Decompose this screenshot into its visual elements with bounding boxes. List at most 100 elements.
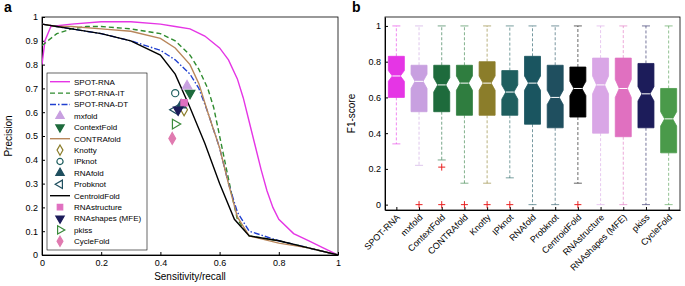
whisker-cap [438,159,446,160]
tick-mark [42,17,45,18]
whisker [396,97,397,143]
whisker [464,26,465,65]
legend-symbol [50,138,70,139]
legend-entry: RNAstructure [57,203,122,212]
box-group [661,26,677,205]
plot-area [388,26,676,208]
legend-entry: pkiss [58,226,93,235]
whisker [487,115,488,183]
legend-symbol [50,81,70,82]
tick-label: 0.4 [25,155,38,165]
axis-line [43,255,339,256]
tick-label: 0 [376,200,381,210]
outlier [484,201,491,208]
box-group [434,26,450,208]
legend-symbol [50,92,70,93]
point [182,80,192,88]
tick-mark [385,62,388,63]
legend-label: Knotty [74,146,97,155]
whisker [555,128,556,205]
legend-symbol [56,168,64,175]
tick: 0.4 [25,155,45,165]
box [661,88,677,152]
median [392,75,400,76]
whisker [487,26,488,62]
box-group [502,26,518,208]
median [529,83,537,84]
legend-symbol [57,236,63,246]
tick-mark [42,112,45,113]
tick: 0.3 [25,179,45,189]
box-group [456,26,472,208]
whisker [600,133,601,204]
tick-label: 0.8 [368,57,381,67]
legend-label: SPOT-RNA-IT [74,89,125,98]
legend-entry: CONTRAfold [50,135,121,144]
whisker [509,115,510,178]
box [502,71,518,116]
box-group [388,26,404,144]
legend-entry: IPknot [57,157,98,166]
tick-label: 0.4 [368,129,381,139]
whisker-cap [597,25,605,26]
tick: 0 [376,200,388,210]
tick-mark [385,205,388,206]
figure: a00.20.40.60.8100.10.20.30.40.50.60.70.8… [0,0,685,286]
whisker-cap [483,183,491,184]
tick-label: 0.5 [25,131,38,141]
tick-label: 0.7 [25,84,38,94]
legend: SPOT-RNASPOT-RNA-ITSPOT-RNA-DTmxfoldCont… [47,73,147,250]
median [483,83,491,84]
whisker [419,26,420,65]
whisker [600,26,601,58]
legend-symbol [50,195,70,196]
tick-label: 0.8 [273,258,286,268]
tick-mark [42,88,45,89]
median [597,84,605,85]
box [638,63,654,127]
box [479,62,495,116]
box [547,65,563,128]
line [42,24,338,255]
tick-label: 1 [33,12,38,22]
legend-label: RNAstructure [74,203,123,212]
whisker [555,26,556,65]
whisker-cap [415,165,423,166]
tick: 0.8 [368,57,388,67]
tick-label: 0.4 [155,258,168,268]
whisker-cap [392,143,400,144]
whisker [668,153,669,205]
axis: 00.20.40.60.81 [40,252,341,268]
tick-label: CONTRAfold [426,212,470,256]
whisker-cap [460,183,468,184]
line [42,24,338,255]
point [172,119,180,129]
tick: SPOT-RNA [362,207,402,252]
box-group [593,26,609,205]
whisker [532,124,533,204]
tick: 0.7 [25,84,45,94]
legend-symbol [57,204,62,209]
plot-frame [385,17,680,210]
tick-label: 0.3 [25,179,38,189]
tick-label: 0 [40,258,45,268]
tick: Knotty [468,207,493,237]
whisker-cap [392,25,400,26]
tick: 0.2 [95,252,108,268]
whisker-cap [642,204,650,205]
tick: 1 [33,12,45,22]
tick-mark [42,184,45,185]
whisker-cap [529,204,537,205]
tick-mark [42,255,45,256]
whisker [623,26,624,58]
tick: RNAshapes (MFE) [568,207,628,273]
whisker-cap [619,204,627,205]
tick-mark [385,133,388,134]
outlier [416,201,423,208]
panel-label: a [4,0,12,15]
whisker-cap [460,25,468,26]
median [506,92,514,93]
tick: 0.8 [273,252,286,268]
tick-mark [385,169,388,170]
tick-mark [101,252,102,255]
